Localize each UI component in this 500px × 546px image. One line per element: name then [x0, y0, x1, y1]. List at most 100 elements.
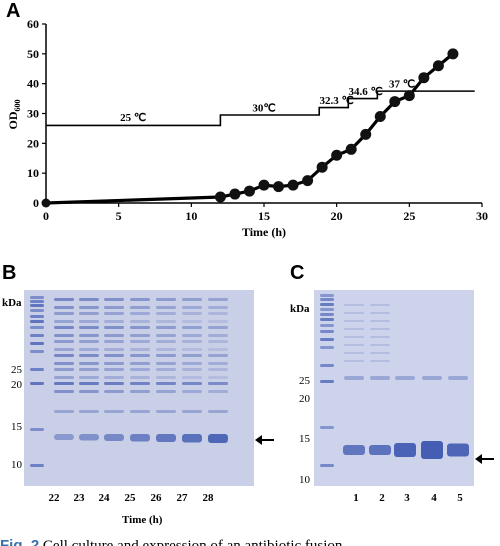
lysate-band — [79, 340, 99, 343]
data-point — [345, 143, 357, 155]
lysate-band — [208, 382, 228, 385]
y-tick-label: 10 — [27, 166, 39, 180]
y-tick-label: 20 — [27, 136, 39, 150]
lysate-band — [344, 304, 364, 306]
lysate-band — [344, 344, 364, 346]
lysate-band — [182, 368, 202, 371]
lysate-band — [104, 382, 124, 385]
target-band — [343, 445, 365, 455]
panel-c-mw-25: 25 — [299, 375, 310, 387]
target-band — [104, 434, 124, 441]
temperature-label: 37 ℃ — [389, 79, 415, 91]
lysate-band — [182, 348, 202, 351]
lysate-band — [130, 326, 150, 329]
lysate-band — [370, 336, 390, 338]
x-axis-title: Time (h) — [242, 225, 286, 239]
lysate-band — [130, 410, 150, 413]
lysate-band — [344, 360, 364, 362]
lysate-band — [54, 298, 74, 301]
lysate-band — [79, 298, 99, 301]
lysate-band — [104, 348, 124, 351]
marker-band — [30, 296, 44, 299]
lysate-band — [130, 348, 150, 351]
target-band — [394, 443, 416, 457]
panel-b-lane-labels: 22 23 24 25 26 27 28 — [40, 492, 250, 506]
lysate-band — [130, 298, 150, 301]
lysate-band — [104, 326, 124, 329]
lysate-band — [344, 376, 364, 380]
panel-c-mw-15: 15 — [299, 433, 310, 445]
marker-band — [30, 334, 44, 337]
lane-label: 4 — [431, 492, 437, 504]
lysate-band — [370, 360, 390, 362]
lysate-band — [54, 320, 74, 323]
lysate-band — [344, 352, 364, 354]
marker-band — [320, 338, 334, 341]
panel-b-mw-15: 15 — [11, 421, 22, 433]
x-tick-label: 25 — [403, 209, 415, 223]
lysate-band — [130, 382, 150, 385]
data-point — [389, 96, 401, 108]
lysate-band — [79, 410, 99, 413]
lysate-band — [54, 312, 74, 315]
lysate-band — [344, 320, 364, 322]
lysate-band — [448, 376, 468, 380]
marker-band — [30, 382, 44, 385]
lysate-band — [104, 390, 124, 393]
lysate-band — [208, 312, 228, 315]
panel-b-arrow-icon — [255, 435, 274, 445]
lane-label: 23 — [73, 492, 85, 504]
lysate-band — [104, 368, 124, 371]
lysate-band — [156, 410, 176, 413]
panel-c-mw-10: 10 — [299, 474, 310, 486]
lysate-band — [104, 320, 124, 323]
lysate-band — [156, 362, 176, 365]
lysate-band — [130, 320, 150, 323]
lysate-band — [156, 334, 176, 337]
data-point — [331, 149, 343, 161]
lysate-band — [130, 390, 150, 393]
data-point — [41, 198, 51, 208]
target-band — [447, 443, 469, 457]
lysate-band — [54, 334, 74, 337]
lysate-band — [104, 306, 124, 309]
lysate-band — [54, 326, 74, 329]
target-band — [130, 434, 150, 442]
lysate-band — [104, 354, 124, 357]
lysate-band — [104, 334, 124, 337]
x-tick-label: 20 — [331, 209, 343, 223]
lysate-band — [370, 328, 390, 330]
lysate-band — [54, 348, 74, 351]
lysate-band — [54, 382, 74, 385]
panel-b-x-title: Time (h) — [122, 514, 163, 526]
marker-band — [320, 324, 334, 327]
lysate-band — [182, 390, 202, 393]
lysate-band — [79, 312, 99, 315]
lysate-band — [104, 298, 124, 301]
y-tick-label: 0 — [33, 196, 39, 210]
lysate-band — [370, 320, 390, 322]
lysate-band — [395, 376, 415, 380]
lysate-band — [422, 376, 442, 380]
lysate-band — [156, 390, 176, 393]
lysate-band — [208, 362, 228, 365]
lysate-band — [156, 382, 176, 385]
lysate-band — [54, 362, 74, 365]
lysate-band — [79, 368, 99, 371]
lysate-band — [130, 382, 150, 385]
lysate-band — [208, 320, 228, 323]
temperature-label: 32.3 ℃ — [319, 95, 353, 107]
y-tick-label: 60 — [27, 17, 39, 31]
marker-band — [320, 313, 334, 316]
lysate-band — [54, 354, 74, 357]
marker-band — [320, 330, 334, 333]
lysate-band — [182, 354, 202, 357]
y-axis-title: OD600 — [6, 100, 22, 130]
y-tick-label: 50 — [27, 47, 39, 61]
lysate-band — [130, 340, 150, 343]
lysate-band — [208, 410, 228, 413]
marker-band — [320, 318, 334, 321]
lysate-band — [182, 376, 202, 379]
lysate-band — [182, 382, 202, 385]
panel-c-lane-labels: 1 2 3 4 5 — [330, 492, 480, 506]
